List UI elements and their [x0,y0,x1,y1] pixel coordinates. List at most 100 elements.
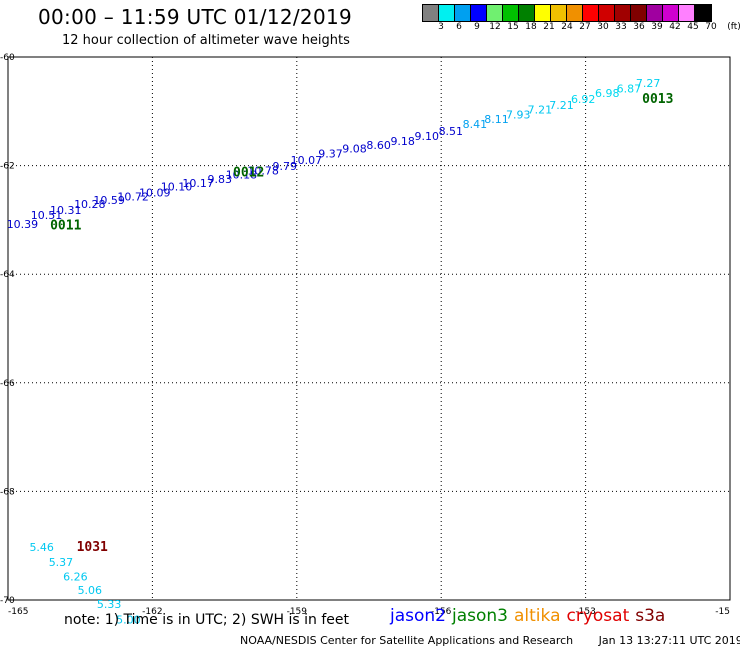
footer-credit: NOAA/NESDIS Center for Satellite Applica… [240,634,574,647]
data-point-label: 10.72 [117,190,149,203]
color-scale-label: 45 [687,22,699,32]
data-point-label: 10.39 [7,218,39,231]
data-point-label: 9.79 [273,160,298,173]
x-tick-label: -153 [575,607,595,617]
data-point-label: 10.07 [291,154,323,167]
color-scale-label: 39 [651,22,663,32]
data-point-label: 10.59 [93,194,125,207]
time-labels: 0011 0012 0013 1031 [50,92,673,555]
color-swatch-15 [663,5,679,21]
data-point-label: 9.37 [318,147,343,160]
color-scale-label: 15 [507,22,519,32]
x-tick-label: -156 [431,607,452,617]
time-label: 0013 [642,92,673,107]
color-swatch-7 [535,5,551,21]
data-point-label: 10.18 [226,169,258,182]
color-scale-label: 30 [597,22,609,32]
color-swatch-12 [615,5,631,21]
time-label: 0012 [233,165,264,180]
color-swatch-13 [631,5,647,21]
data-point-label: 6.26 [63,570,88,583]
data-point-label: 7.27 [636,77,661,90]
y-tick-label: -70 [0,596,15,606]
y-tick-label: -64 [0,270,15,280]
data-point-label: 5.06 [78,584,103,597]
color-swatch-5 [503,5,519,21]
color-scale-label: 3 [438,22,444,32]
color-scale-label: 33 [615,22,627,32]
color-scale-label: 70 [705,22,717,32]
grid-lines [8,57,730,600]
y-tick-label: -68 [0,487,15,497]
x-tick-label: -165 [8,607,28,617]
color-scale-bar [422,4,712,22]
data-point-label: 8.60 [366,139,391,152]
color-scale-label: 42 [669,22,681,32]
footer-credit-line: NOAA/NESDIS Center for Satellite Applica… [240,634,740,647]
y-tick-label: -60 [0,53,15,63]
color-swatch-10 [583,5,599,21]
legend-cryosat: cryosat [566,606,630,626]
color-swatch-9 [567,5,583,21]
footer-timestamp: Jan 13 13:27:11 UTC 2019 [598,634,740,647]
color-swatch-4 [487,5,503,21]
data-point-label: 5.33 [97,598,122,611]
color-scale-unit: (ft) [727,22,740,32]
data-point-label: 10.10 [161,181,193,194]
legend-jason2: jason2 [390,606,446,626]
data-point-label: 10.31 [50,204,82,217]
data-point-label: 7.21 [528,103,553,116]
color-scale-label: 6 [456,22,462,32]
legend-jason3: jason3 [452,606,508,626]
data-point-label: 9.10 [415,130,440,143]
color-swatch-16 [679,5,695,21]
time-label: 0011 [50,219,81,234]
color-swatch-0 [423,5,439,21]
color-scale-label: 18 [525,22,537,32]
data-point-label: 6.87 [617,82,642,95]
data-point-label: 8.51 [439,125,464,138]
color-swatch-3 [471,5,487,21]
data-point-label: 6.92 [571,93,596,106]
data-point-label: 8.11 [484,113,509,126]
color-scale-label: 21 [543,22,555,32]
data-point-label: 6.98 [595,87,620,100]
x-tick-label: -15 [715,607,730,617]
chart-subtitle: 12 hour collection of altimeter wave hei… [62,33,350,48]
data-point-label: 8.41 [463,118,488,131]
data-point-label: 10.09 [139,187,171,200]
time-label: 1031 [77,540,108,555]
color-scale-label: 27 [579,22,591,32]
axis-ticks: -165 -162 -159 -156 -153 -15 -60 -62 -64 -66 -68 -7… [0,53,730,617]
footer-note: note: 1) Time is in UTC; 2) SWH is in fe… [64,612,350,628]
plot-frame [7,56,731,601]
color-swatch-6 [519,5,535,21]
data-point-label: 7.21 [549,99,574,112]
y-tick-label: -66 [0,379,15,389]
data-point-label: 10.28 [74,198,106,211]
color-scale-label: 24 [561,22,573,32]
color-scale-label: 36 [633,22,645,32]
satellite-legend: jason2 jason3 altika cryosat s3a [390,606,671,626]
data-point-label: 5.00 [116,613,141,626]
data-point-label: 10.51 [31,209,63,222]
data-point-label: 9.08 [342,143,367,156]
data-point-label: 9.18 [390,135,415,148]
color-swatch-2 [455,5,471,21]
data-point-label: 10.78 [247,164,279,177]
data-point-label: 9.83 [208,173,233,186]
chart-title: 00:00 – 11:59 UTC 01/12/2019 [38,5,353,29]
color-swatch-1 [439,5,455,21]
data-point-label: 5.46 [29,541,54,554]
color-swatch-11 [599,5,615,21]
color-scale-labels: 3 6 9 12 15 18 21 24 27 30 33 36 39 42 45 70 (ft) [422,22,740,34]
color-scale-label: 12 [489,22,501,32]
data-point-label: 7.93 [506,108,531,121]
data-labels: 10.3910.5110.3110.2810.5910.7210.0910.10… [7,77,661,626]
legend-s3a: s3a [635,606,666,626]
color-swatch-17 [695,5,711,21]
data-point-label: 5.37 [49,556,74,569]
legend-altika: altika [514,606,561,626]
color-swatch-14 [647,5,663,21]
